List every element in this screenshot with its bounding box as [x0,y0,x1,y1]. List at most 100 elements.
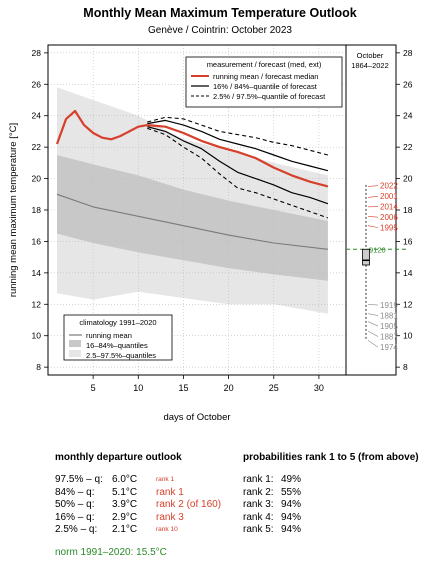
y-tick-label-right: 28 [403,48,413,58]
y-tick-label-right: 18 [403,205,413,215]
history-year-leader [367,303,379,306]
chart-subtitle: Genève / Cointrin: October 2023 [148,25,292,36]
y-tick-label-right: 12 [403,299,413,309]
departure-quantile-label: 2.5% – q: [55,524,98,535]
climatology-mean-line [56,193,328,250]
y-tick-label-left: 8 [36,362,41,372]
history-top-year: 1995 [380,224,398,233]
y-tick-label-right: 10 [403,331,413,341]
history-year-leader [367,215,379,218]
probability-value: 94% [281,511,302,523]
history-bottom-year: 1887 [380,333,398,342]
departure-title: monthly departure outlook [55,452,182,463]
history-top-year: 2006 [380,213,398,222]
y-tick-label-left: 16 [32,236,42,246]
x-tick-label: 5 [91,383,96,393]
y-tick-label-left: 26 [32,79,42,89]
departure-value: 5.1°C [112,486,138,498]
probability-rank-label: rank 2: [243,486,274,498]
y-tick-label-right: 26 [403,79,413,89]
history-top-year: 2001 [380,192,398,201]
departure-value: 6.0°C [112,474,138,485]
forecast-q975-line [147,116,329,156]
probability-value: 94% [281,499,302,510]
legend-top-entry: 16% / 84%–quantile of forecast [213,82,318,91]
departure-value: 2.9°C [112,511,138,523]
history-top-year: 2014 [380,203,398,212]
departure-value: 2.1°C [112,524,138,535]
departure-value: 3.9°C [112,499,138,510]
legend-bottom-entry: 16–84%–quantiles [86,341,148,350]
departure-rank: rank 1 [156,476,175,483]
probability-rank-label: rank 3: [243,499,274,510]
measurement-line [55,109,148,145]
departure-quantile-label: 84% – q: [55,486,95,498]
probability-value: 55% [281,486,302,498]
history-title: October [357,51,384,60]
history-year-leader [367,330,379,337]
probability-rank-label: rank 5: [243,524,274,535]
y-tick-label-left: 22 [32,142,42,152]
chart-title: Monthly Mean Maximum Temperature Outlook [83,6,357,20]
departure-quantile-label: 16% – q: [55,511,95,523]
history-top-year: 2022 [380,182,398,191]
history-bottom-year: 1919 [380,301,398,310]
x-tick-label: 20 [224,383,234,393]
x-tick-label: 30 [314,383,324,393]
y-tick-label-right: 8 [403,362,408,372]
x-tick-label: 10 [133,383,143,393]
legend-bottom-swatch [69,340,81,347]
departure-rank: rank 3 [156,511,184,523]
probability-value: 94% [281,524,302,535]
y-tick-label-right: 16 [403,236,413,246]
probability-rank-label: rank 4: [243,511,274,523]
probability-value: 49% [281,474,302,485]
legend-top-entry: 2.5% / 97.5%–quantile of forecast [213,92,326,101]
y-tick-label-right: 24 [403,111,413,121]
legend-bottom-box [63,314,173,361]
y-tick-label-left: 20 [32,174,42,184]
x-tick-label: 25 [269,383,279,393]
history-bottom-year: 1905 [380,322,398,331]
history-year-leader [367,195,379,198]
legend-top-title: measurement / forecast (med, ext) [207,60,322,69]
history-year-leader [367,225,379,228]
history-bottom-year: 1881 [380,312,398,321]
history-year-leader [367,321,379,327]
x-tick-label: 15 [178,383,188,393]
climatology-band-16-84 [57,155,328,281]
y-tick-label-left: 28 [32,48,42,58]
legend-bottom-entry: running mean [86,331,132,340]
norm-label: 9120 [369,245,386,254]
y-tick-label-left: 10 [32,331,42,341]
norm-text: norm 1991–2020: 15.5°C [55,547,167,558]
departure-quantile-label: 97.5% – q: [55,474,103,485]
forecast-q16-line [147,126,329,205]
y-axis-label: running mean maximum temperature [°C] [8,123,19,297]
legend-bottom-entry: 2.5–97.5%–quantiles [86,351,156,360]
departure-rank: rank 10 [156,526,178,533]
legend-top-box [185,56,343,108]
y-tick-label-left: 12 [32,299,42,309]
departure-quantile-label: 50% – q: [55,499,95,510]
legend-bottom-swatch [69,350,81,357]
forecast-median-line [147,124,329,188]
probability-rank-label: rank 1: [243,474,274,485]
history-bottom-year: 1974 [380,343,398,352]
departure-rank: rank 2 (of 160) [156,499,222,510]
forecast-q84-line [147,119,329,172]
history-box [362,248,370,266]
probabilities-title: probabilities rank 1 to 5 (from above) [243,452,419,463]
y-tick-label-left: 18 [32,205,42,215]
legend-top-entry: running mean / forecast median [213,72,318,81]
history-year-leader [367,340,379,348]
y-tick-label-left: 14 [32,268,42,278]
y-tick-label-left: 24 [32,111,42,121]
y-tick-label-right: 14 [403,268,413,278]
legend-bottom-title: climatology 1991–2020 [79,318,156,327]
y-tick-label-right: 20 [403,174,413,184]
y-tick-label-right: 22 [403,142,413,152]
history-year-leader [367,185,379,187]
departure-rank: rank 1 [156,486,184,498]
